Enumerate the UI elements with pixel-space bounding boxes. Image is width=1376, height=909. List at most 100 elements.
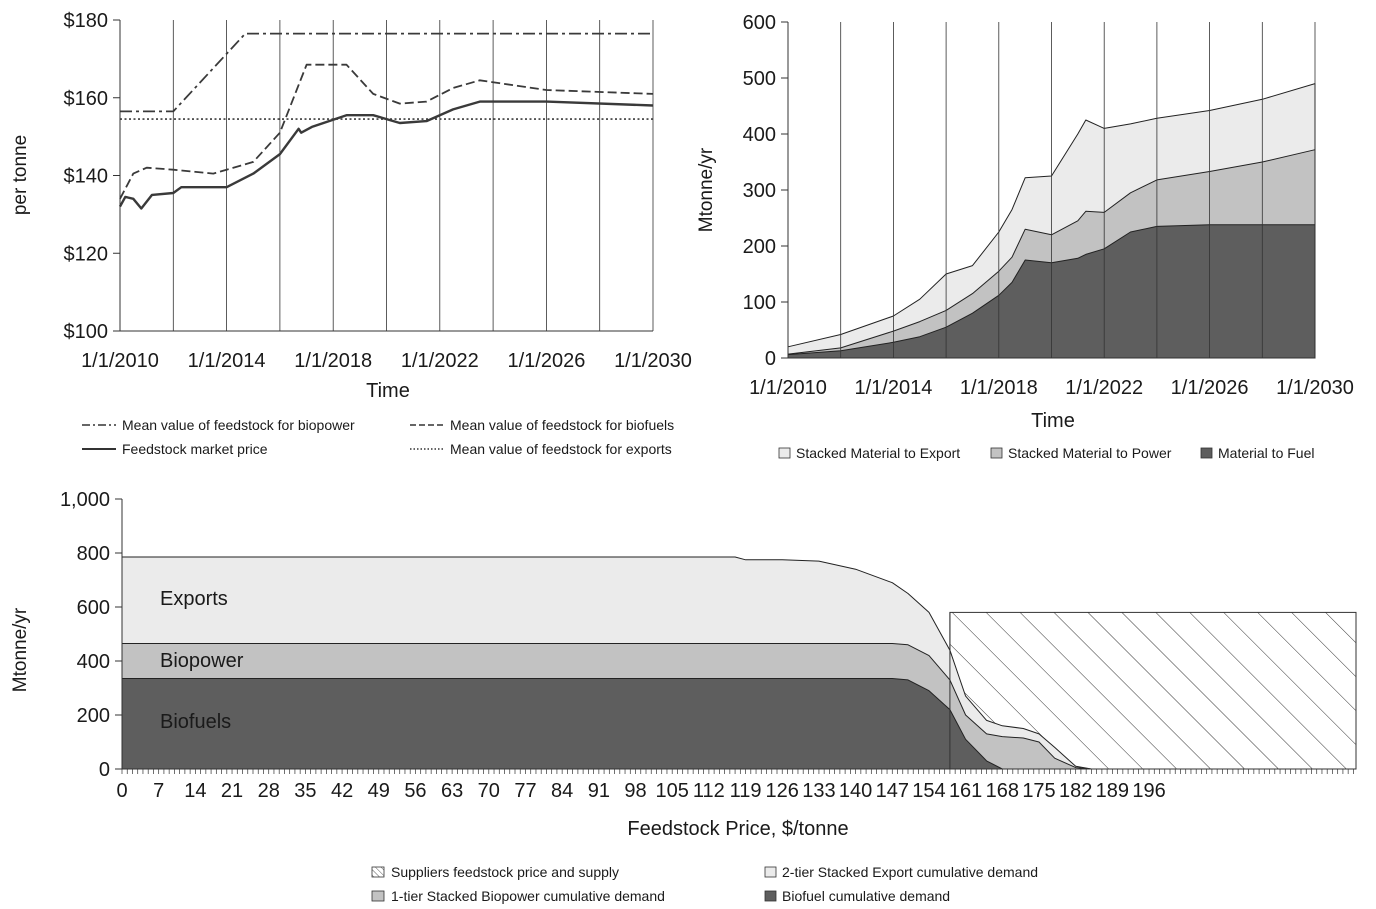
b-x-tick-label: 91 [588,780,610,802]
b-x-tick-label: 56 [404,780,426,802]
b-x-tick-label: 105 [656,780,689,802]
tr-gridlines [840,22,1316,358]
tl-x-tick-label: 1/1/2030 [614,350,692,372]
tl-x-axis-title: Time [366,380,410,402]
tr-y-tick-label: 100 [743,292,776,314]
b-x-tick-label: 182 [1059,780,1092,802]
legend-swatch-suppliers [371,866,385,878]
b-x-tick-label: 70 [478,780,500,802]
legend-label-export: Stacked Material to Export [796,445,960,461]
legend-swatch-biofuel-demand [764,890,777,902]
legend-label-market: Feedstock market price [122,441,268,457]
b-x-tick-label: 154 [912,780,945,802]
b-y-tick-label: 200 [77,705,110,727]
legend-label-biofuels: Mean value of feedstock for biofuels [450,417,674,433]
area-label-biopower: Biopower [160,650,244,672]
b-y-tick-label: 1,000 [60,489,110,511]
tr-y-tick-label: 200 [743,236,776,258]
b-x-tick-label: 21 [221,780,243,802]
legend-label-biofuel-demand: Biofuel cumulative demand [782,888,950,904]
b-y-tick-label: 800 [77,543,110,565]
tl-y-tick-label: $160 [64,88,109,110]
tl-legend: Mean value of feedstock for biopower Mea… [82,417,674,457]
b-x-tick-label: 98 [624,780,646,802]
b-y-tick-label: 600 [77,597,110,619]
tl-y-tick-label: $100 [64,321,109,343]
b-x-tick-label: 140 [839,780,872,802]
tr-x-tick-label: 1/1/2018 [960,377,1038,399]
legend-label-power: Stacked Material to Power [1008,445,1172,461]
tl-y-axis-title: per tonne [10,135,31,215]
area-label-biofuels: Biofuels [160,711,231,733]
area-label-exports: Exports [160,588,228,610]
b-x-tick-label: 147 [876,780,909,802]
b-x-tick-label: 126 [766,780,799,802]
tr-x-tick-label: 1/1/2026 [1171,377,1249,399]
b-x-tick-label: 119 [730,780,762,802]
legend-label-suppliers: Suppliers feedstock price and supply [391,864,619,880]
tr-y-tick-label: 600 [743,12,776,34]
b-x-tick-label: 35 [294,780,316,802]
tl-x-tick-label: 1/1/2010 [81,350,159,372]
tr-x-tick-label: 1/1/2022 [1065,377,1143,399]
chart-demand-supply: 0 200 400 600 800 1,000 0 7 14 21 28 35 42 49 56 63 70 7… [10,489,1357,904]
tr-x-ticks: 1/1/2010 1/1/2014 1/1/2018 1/1/2022 1/1/2026… [749,377,1354,399]
b-x-tick-label: 112 [693,780,725,802]
legend-label-fuel: Material to Fuel [1218,445,1314,461]
tr-y-tick-label: 500 [743,68,776,90]
b-x-tick-label: 196 [1132,780,1165,802]
b-x-tick-label: 42 [331,780,353,802]
tl-y-tick-label: $120 [64,243,109,265]
b-y-ticks: 0 200 400 600 800 1,000 [60,489,122,781]
b-y-axis-title: Mtonne/yr [10,607,31,692]
tl-series-line [120,32,653,113]
tl-x-tick-label: 1/1/2022 [401,350,479,372]
tl-series-line [118,100,654,210]
tl-y-tick-label: $180 [64,10,109,32]
b-x-tick-label: 161 [949,780,982,802]
b-x-tick-label: 63 [441,780,463,802]
tl-series-line [119,63,654,200]
tl-x-tick-label: 1/1/2014 [188,350,266,372]
tl-x-ticks: 1/1/2010 1/1/2014 1/1/2018 1/1/2022 1/1/2026… [81,350,692,372]
tr-y-tick-label: 0 [765,348,776,370]
legend-swatch-export [778,447,791,459]
tl-gridlines [172,20,654,331]
b-y-tick-label: 0 [99,759,110,781]
b-x-tick-label: 77 [514,780,536,802]
tl-x-tick-label: 1/1/2026 [507,350,585,372]
tr-y-tick-label: 300 [743,180,776,202]
b-stacked-areas [121,556,1357,770]
tr-y-axis-title: Mtonne/yr [696,147,717,232]
legend-label-exports: Mean value of feedstock for exports [450,441,672,457]
b-x-tick-label: 7 [153,780,164,802]
b-x-tick-label: 28 [258,780,280,802]
b-y-tick-label: 400 [77,651,110,673]
tl-y-ticks: $100 $120 $140 $160 $180 [64,10,120,343]
tr-y-tick-label: 400 [743,124,776,146]
tr-x-axis-title: Time [1031,410,1075,432]
legend-label-biopower-demand: 1-tier Stacked Biopower cumulative deman… [391,888,665,904]
tr-x-tick-label: 1/1/2010 [749,377,827,399]
tl-y-tick-label: $140 [64,166,109,188]
tr-x-tick-label: 1/1/2014 [854,377,932,399]
b-x-tick-label: 0 [116,780,127,802]
tr-y-ticks: 0 100 200 300 400 500 600 [743,12,788,370]
b-x-tick-label: 175 [1022,780,1055,802]
b-x-tick-label: 133 [802,780,835,802]
legend-swatch-export-demand [764,866,777,878]
b-x-axis-title: Feedstock Price, $/tonne [627,818,848,840]
b-legend: Suppliers feedstock price and supply 2-t… [371,864,1038,904]
legend-label-export-demand: 2-tier Stacked Export cumulative demand [782,864,1038,880]
legend-swatch-fuel [1200,447,1213,459]
b-x-tick-label: 49 [368,780,390,802]
tl-series-lines [118,32,654,210]
tr-legend: Stacked Material to Export Stacked Mater… [778,445,1314,461]
tl-x-tick-label: 1/1/2018 [294,350,372,372]
b-x-tick-label: 14 [184,780,206,802]
legend-swatch-power [990,447,1003,459]
tr-x-tick-label: 1/1/2030 [1276,377,1354,399]
b-x-ticks: 0 7 14 21 28 35 42 49 56 63 70 77 84 91 98 105 112 119 126… [116,769,1354,802]
